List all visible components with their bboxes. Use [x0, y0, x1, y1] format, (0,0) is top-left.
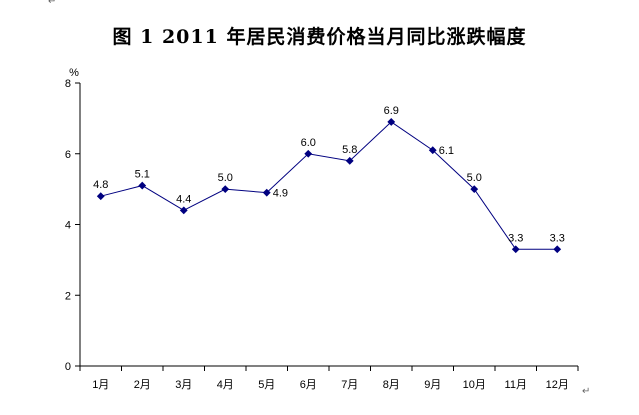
x-tick-label: 10月	[463, 379, 486, 391]
data-label: 5.8	[342, 144, 357, 156]
y-tick-label: 6	[65, 149, 71, 161]
data-point	[138, 181, 147, 190]
x-tick-label: 4月	[217, 379, 234, 391]
data-label: 5.0	[467, 172, 482, 184]
paragraph-mark-top: ↵	[48, 0, 57, 7]
data-label: 4.4	[176, 193, 191, 205]
x-tick-label: 9月	[424, 379, 441, 391]
data-point	[345, 156, 354, 165]
data-label: 4.9	[273, 188, 288, 200]
data-label: 6.1	[439, 145, 454, 157]
x-tick-label: 12月	[546, 379, 569, 391]
data-point	[387, 118, 396, 126]
data-point	[179, 206, 188, 215]
series-line	[100, 121, 558, 250]
data-point	[262, 188, 271, 197]
x-tick-label: 6月	[300, 379, 317, 391]
x-tick-label: 5月	[258, 379, 275, 391]
y-axis-unit-label: %	[69, 67, 79, 79]
data-point	[221, 185, 230, 194]
y-tick-label: 0	[65, 361, 71, 373]
x-tick-label: 1月	[92, 379, 109, 391]
data-point	[470, 185, 479, 194]
chart-title: 图 1 2011 年居民消费价格当月同比涨跌幅度	[112, 26, 527, 48]
x-tick-label: 3月	[175, 379, 192, 391]
data-label: 6.9	[384, 105, 399, 117]
data-point	[553, 245, 562, 254]
x-tick-label: 2月	[134, 379, 151, 391]
y-tick-label: 2	[65, 290, 71, 302]
data-point	[304, 149, 313, 158]
data-point	[96, 192, 105, 201]
y-tick-label: 4	[65, 220, 71, 232]
data-label: 4.8	[93, 179, 108, 191]
y-tick-label: 8	[65, 78, 71, 90]
data-label: 3.3	[550, 232, 565, 244]
data-point	[511, 245, 520, 254]
x-tick-label: 11月	[505, 379, 527, 391]
data-label: 6.0	[301, 137, 316, 149]
paragraph-mark-bottom: ↵	[582, 386, 591, 397]
x-tick-label: 8月	[383, 379, 400, 391]
data-point	[428, 146, 437, 155]
data-label: 3.3	[508, 232, 523, 244]
data-label: 5.1	[135, 169, 150, 181]
x-tick-label: 7月	[341, 379, 358, 391]
data-label: 5.0	[218, 172, 233, 184]
